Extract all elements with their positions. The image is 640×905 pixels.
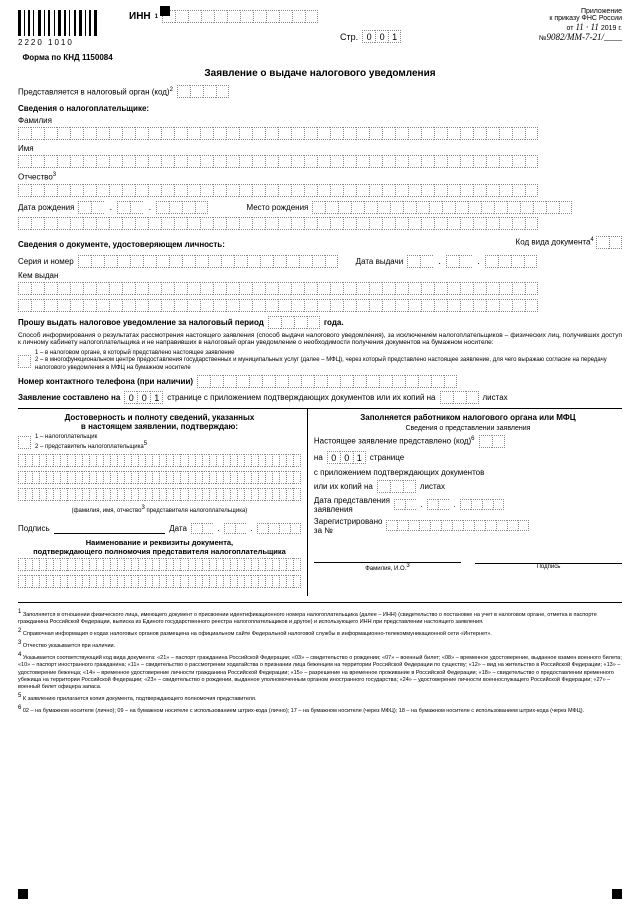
marker-sq — [160, 6, 170, 16]
issue-date-label: Дата выдачи — [356, 257, 404, 266]
opt2: 2 – в многофункциональном центре предост… — [35, 357, 622, 371]
issued-by-cells-2[interactable] — [18, 299, 622, 312]
str-label: Стр. — [340, 32, 358, 42]
app-line1: Приложение — [539, 8, 622, 15]
method-cell[interactable] — [18, 355, 31, 368]
right-column: Заполняется работником налогового органа… — [308, 409, 622, 597]
lastname-label: Фамилия — [18, 116, 622, 125]
phone-cells[interactable] — [197, 375, 622, 388]
footnotes: 1 Заполняется в отношении физического ли… — [18, 609, 622, 715]
patronymic-label: Отчество3 — [18, 172, 622, 182]
app-line2: к приказу ФНС России — [539, 15, 622, 22]
series-label: Серия и номер — [18, 257, 74, 266]
signature-line[interactable] — [54, 524, 166, 534]
patronymic-cells[interactable] — [18, 184, 622, 197]
doc-heading: Сведения о документе, удостоверяющем лич… — [18, 240, 225, 249]
left-column: Достоверность и полноту сведений, указан… — [18, 409, 308, 597]
request-label: Прошу выдать налоговое уведомление за на… — [18, 318, 264, 327]
page-number: Стр. 0 0 1 — [340, 30, 401, 43]
issued-by-label: Кем выдан — [18, 271, 622, 280]
year-cells[interactable] — [268, 316, 320, 329]
form-page: 2220 1010 ИНН1 Приложение к приказу ФНС … — [0, 0, 640, 905]
composed-cells: 0 0 1 — [124, 391, 163, 404]
phone-label: Номер контактного телефона (при наличии) — [18, 377, 193, 386]
marker-bl — [18, 889, 28, 899]
barcode-numbers: 2220 1010 — [18, 38, 97, 47]
form-title: Заявление о выдаче налогового уведомлени… — [18, 68, 622, 79]
inn-field: ИНН1 — [129, 10, 318, 23]
marker-br — [612, 889, 622, 899]
inn-cells[interactable] — [162, 10, 318, 23]
barcode-block: 2220 1010 — [18, 10, 97, 47]
appendix-note: Приложение к приказу ФНС России от 11 · … — [539, 8, 622, 42]
present-label: Представляется в налоговый орган (код)2 — [18, 87, 173, 97]
pob-label: Место рождения — [246, 203, 308, 212]
series-cells[interactable] — [78, 255, 338, 268]
inn-label: ИНН — [129, 11, 151, 22]
issued-by-cells[interactable] — [18, 282, 622, 295]
issue-date-cells[interactable]: . . — [407, 255, 537, 268]
dob-cells[interactable]: . . — [78, 201, 208, 214]
composed-label: Заявление составлено на — [18, 393, 120, 402]
dob-label: Дата рождения — [18, 203, 74, 212]
pob-cells[interactable] — [312, 201, 622, 214]
two-column: Достоверность и полноту сведений, указан… — [18, 408, 622, 597]
firstname-label: Имя — [18, 144, 622, 153]
header-row: 2220 1010 ИНН1 — [18, 10, 622, 47]
form-code: Форма по КНД 1150084 — [18, 53, 622, 62]
pob-cells-2[interactable] — [18, 217, 622, 230]
info-text: Способ информирования о результатах расс… — [18, 332, 622, 348]
doc-code-label: Код вида документа4 — [516, 236, 622, 249]
org-code-cells[interactable] — [177, 85, 229, 98]
barcode — [18, 10, 97, 36]
lastname-cells[interactable] — [18, 127, 622, 140]
attach-cells[interactable] — [440, 391, 479, 404]
taxpayer-heading: Сведения о налогоплательщике: — [18, 104, 622, 113]
firstname-cells[interactable] — [18, 155, 622, 168]
